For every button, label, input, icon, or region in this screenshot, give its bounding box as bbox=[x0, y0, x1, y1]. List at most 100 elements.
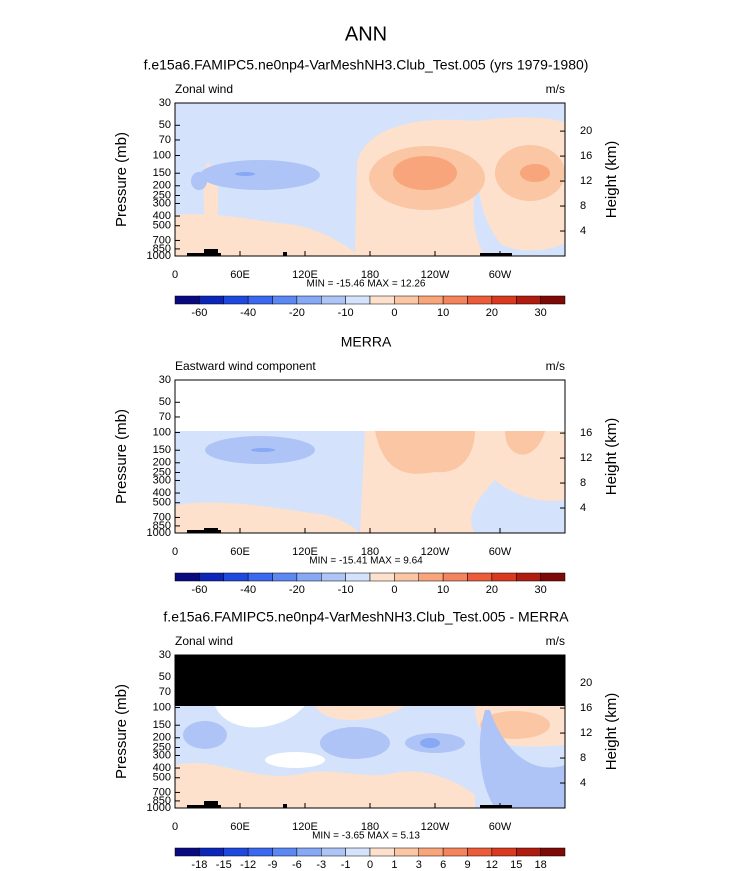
y-tick-label: 200 bbox=[153, 732, 171, 744]
right-label: m/s bbox=[546, 82, 565, 96]
y-tick-label: 400 bbox=[153, 762, 171, 774]
y2-tick-label: 4 bbox=[580, 502, 586, 514]
y-tick-label: 250 bbox=[153, 466, 171, 478]
y-tick-label: 200 bbox=[153, 457, 171, 469]
figure-title: ANN bbox=[345, 23, 387, 45]
x-tick-label: 0 bbox=[172, 269, 178, 281]
colorbar-box bbox=[272, 847, 298, 857]
min-max: MIN = -15.46 MAX = 12.26 bbox=[307, 279, 426, 290]
colorbar-box bbox=[296, 847, 322, 857]
colorbar-box bbox=[321, 572, 346, 582]
colorbar-box bbox=[394, 847, 419, 857]
colorbar-box bbox=[345, 295, 371, 305]
colorbar-box bbox=[418, 847, 444, 857]
colorbar-box bbox=[345, 572, 371, 582]
x-tick-label: 60E bbox=[230, 546, 250, 558]
y-tick-label: 850 bbox=[153, 520, 171, 532]
colorbar-box bbox=[369, 847, 395, 857]
colorbar-box bbox=[272, 295, 298, 305]
panel-title: f.e15a6.FAMIPC5.ne0np4-VarMeshNH3.Club_T… bbox=[163, 609, 569, 625]
colorbar-box bbox=[516, 847, 541, 857]
y2-axis-label: Height (km) bbox=[603, 693, 620, 771]
min-max: MIN = -15.41 MAX = 9.64 bbox=[309, 556, 423, 567]
x-tick-label: 180 bbox=[361, 269, 379, 281]
x-tick-label: 60E bbox=[230, 821, 250, 833]
colorbar-box bbox=[199, 847, 224, 857]
y2-tick-label: 8 bbox=[580, 477, 586, 489]
x-tick-label: 60W bbox=[489, 546, 512, 558]
y-tick-label: 500 bbox=[153, 497, 171, 509]
y2-tick-label: 8 bbox=[580, 752, 586, 764]
y-axis-label: Pressure (mb) bbox=[113, 409, 130, 504]
colorbar-box bbox=[199, 572, 224, 582]
y2-tick-label: 16 bbox=[580, 427, 592, 439]
y-tick-label: 70 bbox=[159, 686, 171, 698]
colorbar-label: -12 bbox=[240, 859, 256, 871]
left-label: Zonal wind bbox=[175, 82, 233, 96]
y2-tick-label: 4 bbox=[580, 777, 586, 789]
colorbar-label: 3 bbox=[416, 859, 422, 871]
x-tick-label: 60E bbox=[230, 269, 250, 281]
x-tick-label: 180 bbox=[361, 821, 379, 833]
y2-tick-label: 12 bbox=[580, 727, 592, 739]
colorbar-box bbox=[369, 572, 395, 582]
colorbar-label: -40 bbox=[240, 584, 256, 596]
colorbar-box bbox=[174, 572, 200, 582]
colorbar-box bbox=[272, 572, 298, 582]
x-tick-label: 60W bbox=[489, 269, 512, 281]
colorbar-label: 10 bbox=[437, 307, 449, 319]
y-tick-label: 30 bbox=[159, 649, 171, 661]
y-tick-label: 150 bbox=[153, 444, 171, 456]
min-max: MIN = -3.65 MAX = 5.13 bbox=[312, 831, 420, 842]
y-tick-label: 1000 bbox=[147, 527, 171, 539]
colorbar-label: 12 bbox=[486, 859, 498, 871]
y-tick-label: 850 bbox=[153, 795, 171, 807]
colorbar-label: 30 bbox=[535, 307, 547, 319]
x-tick-label: 120W bbox=[421, 269, 450, 281]
y2-tick-label: 12 bbox=[580, 175, 592, 187]
colorbar-label: -15 bbox=[216, 859, 232, 871]
y-tick-label: 30 bbox=[159, 97, 171, 109]
colorbar-box bbox=[296, 295, 322, 305]
colorbar-label: -60 bbox=[191, 584, 207, 596]
y-tick-label: 50 bbox=[159, 119, 171, 131]
colorbar-box bbox=[247, 295, 273, 305]
y-tick-label: 70 bbox=[159, 411, 171, 423]
y2-tick-label: 12 bbox=[580, 452, 592, 464]
colorbar-box bbox=[516, 295, 541, 305]
colorbar-box bbox=[442, 295, 468, 305]
colorbar-box bbox=[345, 847, 371, 857]
colorbar-label: 10 bbox=[437, 584, 449, 596]
colorbar-box bbox=[467, 572, 493, 582]
contour-field bbox=[175, 103, 565, 256]
colorbar-box bbox=[199, 295, 224, 305]
y-tick-label: 850 bbox=[153, 243, 171, 255]
y-tick-label: 100 bbox=[153, 426, 171, 438]
x-tick-label: 180 bbox=[361, 546, 379, 558]
colorbar-label: -18 bbox=[191, 859, 207, 871]
colorbar-label: 20 bbox=[486, 307, 498, 319]
y2-tick-label: 20 bbox=[580, 677, 592, 689]
colorbar-box bbox=[321, 295, 346, 305]
panel-title: f.e15a6.FAMIPC5.ne0np4-VarMeshNH3.Club_T… bbox=[144, 57, 589, 73]
y-tick-label: 500 bbox=[153, 772, 171, 784]
colorbar-label: 0 bbox=[391, 584, 397, 596]
y-tick-label: 250 bbox=[153, 189, 171, 201]
y2-tick-label: 20 bbox=[580, 125, 592, 137]
x-tick-label: 60W bbox=[489, 821, 512, 833]
y-tick-label: 300 bbox=[153, 197, 171, 209]
colorbar-label: -60 bbox=[191, 307, 207, 319]
y-axis-label: Pressure (mb) bbox=[113, 132, 130, 227]
y-tick-label: 400 bbox=[153, 210, 171, 222]
x-tick-label: 120W bbox=[421, 821, 450, 833]
colorbar-box bbox=[442, 572, 468, 582]
y2-tick-label: 8 bbox=[580, 200, 586, 212]
y-axis-label: Pressure (mb) bbox=[113, 684, 130, 779]
colorbar-box bbox=[174, 847, 200, 857]
y-tick-label: 150 bbox=[153, 167, 171, 179]
y-tick-label: 700 bbox=[153, 234, 171, 246]
colorbar-label: 9 bbox=[464, 859, 470, 871]
colorbar-box bbox=[223, 847, 249, 857]
colorbar-box bbox=[394, 295, 419, 305]
colorbar-label: -40 bbox=[240, 307, 256, 319]
